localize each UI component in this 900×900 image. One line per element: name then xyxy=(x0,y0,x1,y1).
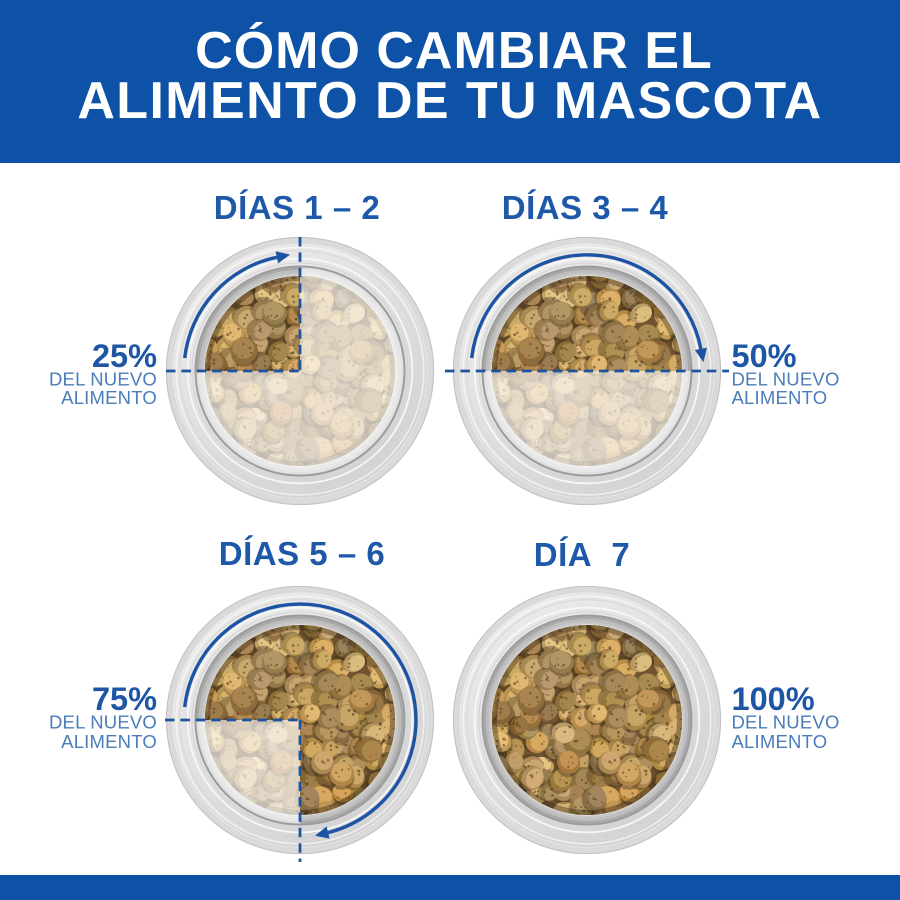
svg-text:50%: 50% xyxy=(732,338,797,374)
svg-text:DEL NUEVO: DEL NUEVO xyxy=(732,712,840,733)
svg-text:DEL NUEVO: DEL NUEVO xyxy=(732,369,840,390)
svg-text:DEL NUEVO: DEL NUEVO xyxy=(49,369,157,390)
svg-text:ALIMENTO DE TU MASCOTA: ALIMENTO DE TU MASCOTA xyxy=(77,72,822,130)
svg-text:ALIMENTO: ALIMENTO xyxy=(61,387,157,408)
svg-text:DÍAS 3 – 4: DÍAS 3 – 4 xyxy=(502,189,669,226)
svg-text:DEL NUEVO: DEL NUEVO xyxy=(49,712,157,733)
svg-text:ALIMENTO: ALIMENTO xyxy=(61,731,157,752)
svg-text:100%: 100% xyxy=(732,681,815,717)
svg-text:DÍAS 1 – 2: DÍAS 1 – 2 xyxy=(214,189,380,226)
svg-text:DÍA 7: DÍA 7 xyxy=(534,536,631,573)
svg-text:DÍAS 5 – 6: DÍAS 5 – 6 xyxy=(219,535,385,572)
svg-text:CÓMO CAMBIAR EL: CÓMO CAMBIAR EL xyxy=(195,22,713,80)
svg-text:ALIMENTO: ALIMENTO xyxy=(732,387,828,408)
svg-text:75%: 75% xyxy=(92,681,157,717)
svg-text:25%: 25% xyxy=(92,338,157,374)
svg-text:ALIMENTO: ALIMENTO xyxy=(732,731,828,752)
